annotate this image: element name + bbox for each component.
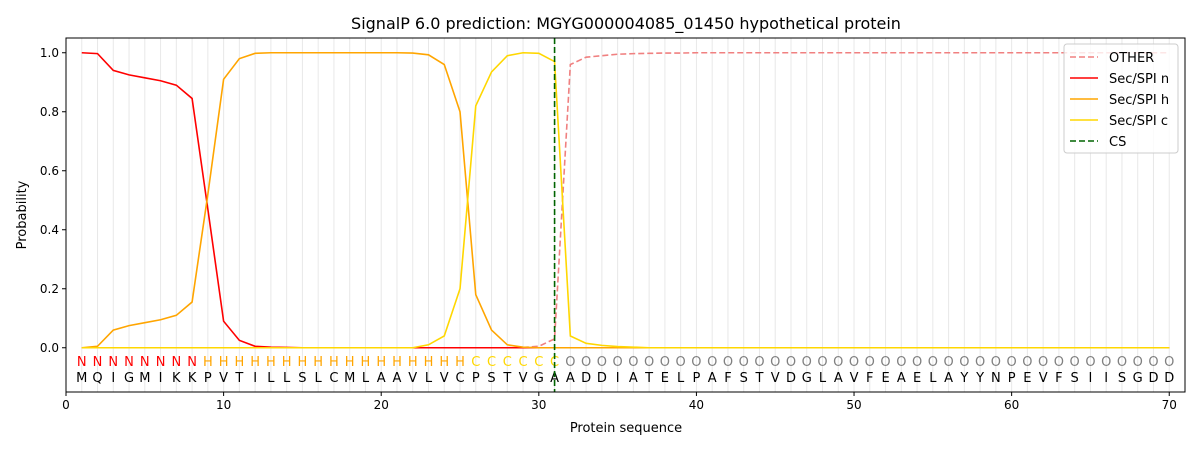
region-label: O (739, 355, 749, 370)
region-label: N (156, 355, 166, 370)
region-label: O (1054, 355, 1064, 370)
region-label: C (503, 355, 512, 370)
region-label: O (1101, 355, 1111, 370)
series-line-sec-spi-h (81, 51, 1170, 349)
region-label: H (250, 355, 260, 370)
region-label: O (597, 355, 607, 370)
region-label: H (392, 355, 402, 370)
region-label: H (361, 355, 371, 370)
region-label: O (1038, 355, 1048, 370)
x-tick-label: 0 (62, 398, 70, 412)
x-axis-label: Protein sequence (570, 421, 682, 436)
region-label: O (896, 355, 906, 370)
region-label: H (345, 355, 355, 370)
region-label: O (865, 355, 875, 370)
x-tick-label: 10 (216, 398, 231, 412)
y-axis-label: Probability (15, 180, 30, 249)
region-label: O (1164, 355, 1174, 370)
region-label: H (234, 355, 244, 370)
region-label: O (1070, 355, 1080, 370)
region-label: O (565, 355, 575, 370)
region-label: O (991, 355, 1001, 370)
region-label: O (1148, 355, 1158, 370)
region-label: N (108, 355, 118, 370)
region-label: N (124, 355, 134, 370)
region-label: O (1117, 355, 1127, 370)
region-label: H (203, 355, 213, 370)
region-label: O (1133, 355, 1143, 370)
region-label: N (77, 355, 87, 370)
region-label: H (376, 355, 386, 370)
region-label: O (959, 355, 969, 370)
y-tick-label: 0.4 (40, 223, 59, 237)
region-label: N (171, 355, 181, 370)
region-label: O (707, 355, 717, 370)
x-tick-label: 60 (1004, 398, 1019, 412)
region-label: H (266, 355, 276, 370)
region-label: N (93, 355, 103, 370)
region-label: C (471, 355, 480, 370)
x-tick-label: 40 (689, 398, 704, 412)
region-label: O (849, 355, 859, 370)
region-label: O (1022, 355, 1032, 370)
region-label: O (943, 355, 953, 370)
region-label: O (644, 355, 654, 370)
region-label: O (1085, 355, 1095, 370)
region-label: O (691, 355, 701, 370)
region-label: O (660, 355, 670, 370)
region-label: H (408, 355, 418, 370)
y-tick-label: 0.8 (40, 105, 59, 119)
legend-label: OTHER (1109, 51, 1154, 66)
region-label: N (140, 355, 150, 370)
legend-label: Sec/SPI c (1109, 114, 1168, 129)
x-tick-label: 20 (374, 398, 389, 412)
region-label: O (628, 355, 638, 370)
y-tick-label: 0.2 (40, 282, 59, 296)
x-tick-label: 50 (846, 398, 861, 412)
region-label: H (313, 355, 323, 370)
region-label: O (581, 355, 591, 370)
series-line-other (81, 51, 1170, 349)
region-label: C (534, 355, 543, 370)
region-label: H (439, 355, 449, 370)
region-label: O (613, 355, 623, 370)
region-label: O (928, 355, 938, 370)
region-label: O (676, 355, 686, 370)
y-tick-label: 0.0 (40, 341, 59, 355)
y-tick-label: 1.0 (40, 46, 59, 60)
legend-label: Sec/SPI h (1109, 93, 1169, 108)
region-label: O (817, 355, 827, 370)
region-label: O (1007, 355, 1017, 370)
region-label: H (282, 355, 292, 370)
region-label: O (754, 355, 764, 370)
region-label: N (187, 355, 197, 370)
legend-box (1063, 43, 1179, 154)
x-tick-label: 30 (531, 398, 546, 412)
legend-label: Sec/SPI n (1109, 72, 1169, 87)
region-label: O (880, 355, 890, 370)
region-label: O (802, 355, 812, 370)
x-tick-label: 70 (1162, 398, 1177, 412)
region-label: O (912, 355, 922, 370)
series-line-sec-spi-n (81, 51, 1170, 349)
chart-title: SignalP 6.0 prediction: MGYG000004085_01… (351, 14, 901, 34)
region-label: O (786, 355, 796, 370)
legend-label: CS (1109, 135, 1126, 150)
region-label: H (455, 355, 465, 370)
region-label: H (219, 355, 229, 370)
series-line-sec-spi-c (81, 51, 1170, 349)
region-label: O (770, 355, 780, 370)
region-label: O (975, 355, 985, 370)
residue-sequence: MQIGMIKKPVTILLSLCMLAAVLVCPSTVGAADDIATELP… (76, 371, 1174, 386)
region-label: H (298, 355, 308, 370)
y-tick-label: 0.6 (40, 164, 59, 178)
region-label: C (487, 355, 496, 370)
region-label: C (519, 355, 528, 370)
plot-frame (65, 37, 1186, 393)
region-label: H (329, 355, 339, 370)
region-label: H (424, 355, 434, 370)
region-label: O (833, 355, 843, 370)
region-label: O (723, 355, 733, 370)
